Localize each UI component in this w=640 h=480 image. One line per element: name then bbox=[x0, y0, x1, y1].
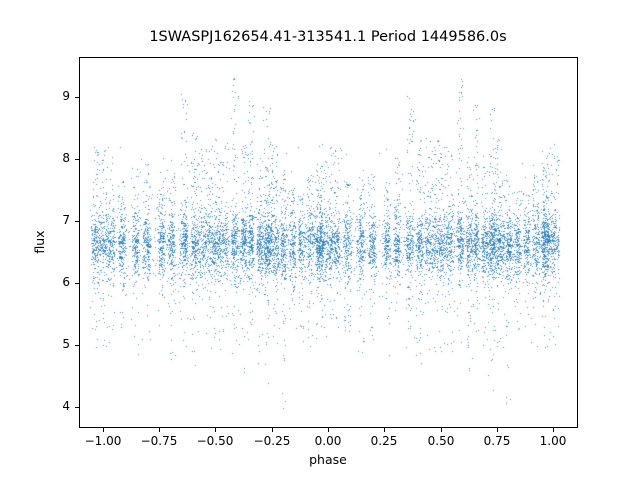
y-tick-mark bbox=[75, 283, 79, 284]
x-tick-label: 1.00 bbox=[539, 434, 567, 448]
x-tick-mark bbox=[215, 428, 216, 432]
x-tick-label: −1.00 bbox=[84, 434, 122, 448]
y-tick-label: 9 bbox=[62, 89, 70, 103]
x-tick-label: −0.25 bbox=[253, 434, 291, 448]
y-tick-label: 5 bbox=[62, 337, 70, 351]
x-tick-label: −0.75 bbox=[140, 434, 178, 448]
x-tick-label: −0.50 bbox=[196, 434, 234, 448]
x-tick-label: 0.50 bbox=[427, 434, 455, 448]
x-tick-mark bbox=[328, 428, 329, 432]
y-tick-mark bbox=[75, 345, 79, 346]
x-tick-label: 0.25 bbox=[370, 434, 398, 448]
x-tick-mark bbox=[384, 428, 385, 432]
y-tick-mark bbox=[75, 221, 79, 222]
x-tick-mark bbox=[497, 428, 498, 432]
x-tick-mark bbox=[159, 428, 160, 432]
x-tick-mark bbox=[553, 428, 554, 432]
y-tick-mark bbox=[75, 159, 79, 160]
y-tick-mark bbox=[75, 407, 79, 408]
x-tick-label: 0.75 bbox=[483, 434, 511, 448]
x-tick-mark bbox=[103, 428, 104, 432]
y-tick-label: 4 bbox=[62, 399, 70, 413]
x-tick-mark bbox=[272, 428, 273, 432]
y-tick-label: 7 bbox=[62, 213, 70, 227]
y-tick-mark bbox=[75, 97, 79, 98]
x-tick-mark bbox=[441, 428, 442, 432]
x-tick-label: 0.00 bbox=[314, 434, 342, 448]
x-axis-label: phase bbox=[309, 452, 347, 467]
y-axis-label: flux bbox=[32, 230, 47, 254]
y-tick-label: 8 bbox=[62, 151, 70, 165]
y-tick-label: 6 bbox=[62, 275, 70, 289]
